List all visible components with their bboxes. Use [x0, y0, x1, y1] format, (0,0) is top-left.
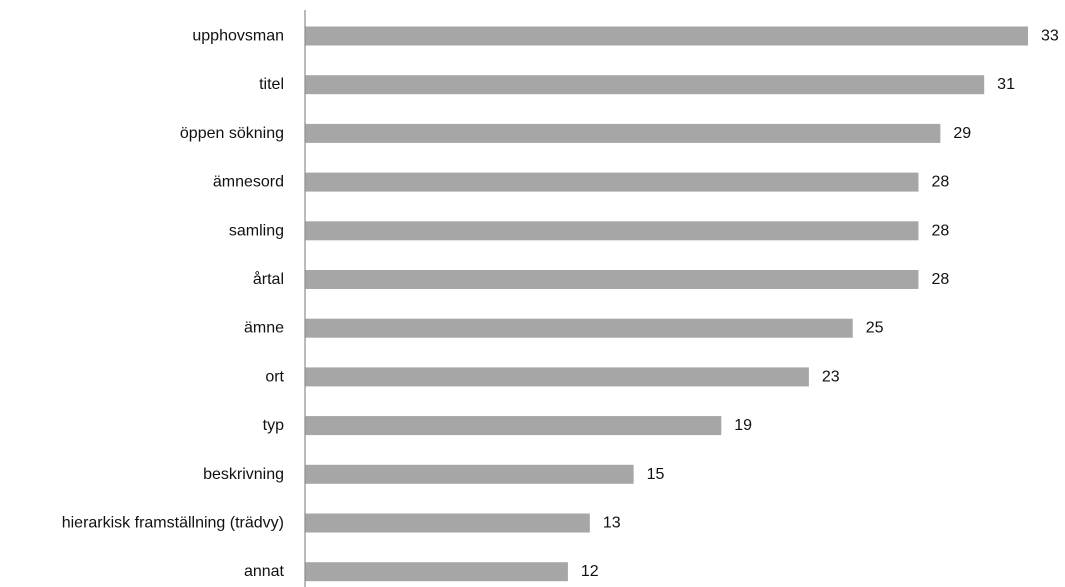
bar-upphovsman [305, 26, 1028, 46]
value-label-oppen-sokning: 29 [953, 125, 971, 142]
category-label-upphovsman: upphovsman [192, 28, 284, 45]
value-label-hierarkisk-framstallning-tradvy: 13 [603, 515, 621, 532]
category-label-samling: samling [229, 222, 284, 239]
value-label-samling: 28 [931, 222, 949, 239]
category-label-oppen-sokning: öppen sökning [180, 125, 284, 142]
value-label-amne: 25 [866, 320, 884, 337]
category-labels-group: upphovsman titel öppen sökning ämnesord saml… [62, 28, 285, 581]
bar-hierarkisk-framstallning-tradvy [305, 513, 590, 533]
bar-artal [305, 270, 919, 289]
category-label-artal: årtal [253, 270, 284, 288]
bar-samling [305, 221, 919, 241]
category-label-titel: titel [259, 76, 284, 93]
bar-titel [305, 75, 985, 95]
value-label-typ: 19 [734, 417, 752, 434]
bar-typ [305, 416, 722, 436]
category-label-typ: typ [263, 417, 284, 434]
bar-beskrivning [305, 464, 634, 484]
value-label-ort: 23 [822, 368, 840, 385]
value-labels-group: 33 31 29 28 28 28 25 23 19 15 13 12 [581, 28, 1059, 581]
bar-amne [305, 318, 853, 338]
bar-ort [305, 367, 809, 387]
category-label-hierarkisk-framstallning-tradvy: hierarkisk framställning (trädvy) [62, 515, 284, 532]
category-label-annat: annat [244, 563, 285, 580]
category-label-ort: ort [265, 368, 284, 385]
bar-amnesord [305, 172, 919, 192]
category-label-beskrivning: beskrivning [203, 466, 284, 483]
value-label-beskrivning: 15 [647, 466, 665, 483]
value-label-artal: 28 [931, 271, 949, 288]
value-label-annat: 12 [581, 563, 599, 580]
value-label-titel: 31 [997, 76, 1015, 93]
bars-group [305, 26, 1028, 582]
value-label-upphovsman: 33 [1041, 28, 1059, 45]
category-label-amnesord: ämnesord [213, 174, 284, 191]
bar-annat [305, 562, 568, 582]
bar-oppen-sokning [305, 123, 941, 143]
category-label-amne: ämne [244, 320, 284, 337]
value-label-amnesord: 28 [931, 174, 949, 191]
